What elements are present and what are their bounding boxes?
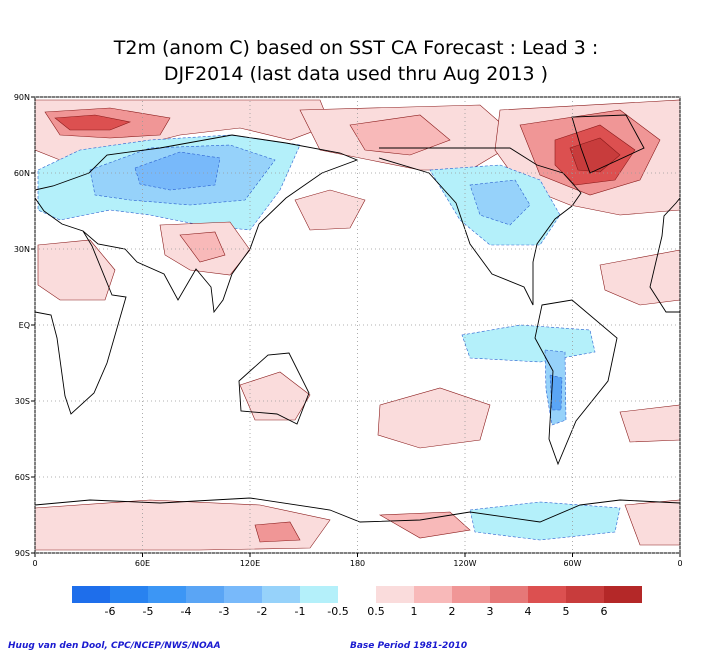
lat-tick-label: 30N [14,245,30,254]
coastline [34,497,681,523]
colorbar-label: 6 [601,605,608,618]
anomaly-region [239,371,311,421]
coastlines [34,114,681,523]
coastline [378,147,582,306]
colorbar-box [110,586,148,603]
colorbar-label: -0.5 [327,605,348,618]
anomaly-region [461,324,596,363]
colorbar-label: 4 [525,605,532,618]
colorbar-box [186,586,224,603]
colorbar-label: -3 [219,605,230,618]
colorbar-box [72,586,110,603]
colorbar-label: -1 [295,605,306,618]
lon-tick-label: 60W [563,559,581,568]
colorbar-box [376,586,414,603]
credit: Huug van den Dool, CPC/NCEP/NWS/NOAA [8,641,221,650]
anomaly-region [619,404,681,443]
graticule: 0 60E 120E 180 120W 60W 0 90N 60N 30N EQ 30S 60S 90S [14,93,683,568]
anomaly-region [469,501,621,541]
coastline [534,299,618,466]
anomaly-region [54,114,132,131]
coastline [238,352,310,425]
colorbar-label: -4 [181,605,192,618]
colorbar-box [452,586,490,603]
anomaly-region [599,249,681,306]
colorbar-box [262,586,300,603]
colorbar-box [566,586,604,603]
lat-tick-label: 30S [15,397,30,406]
colorbar-label: 3 [487,605,494,618]
anomaly-region [134,151,221,191]
coastline [649,197,681,313]
coastline [34,134,359,314]
lat-tick-label: 90N [14,93,30,102]
lon-tick-label: 120W [453,559,476,568]
anomaly-field [34,99,681,551]
anomaly-region [179,231,226,263]
lon-tick-label: 120E [240,559,260,568]
anomaly-region [469,179,531,226]
colorbar-label: -6 [105,605,116,618]
anomaly-region [254,521,301,543]
lon-tick-label: 180 [350,559,365,568]
colorbar-box [300,586,338,603]
lat-tick-label: EQ [19,321,30,330]
colorbar-label: 1 [411,605,418,618]
colorbar-label: 5 [563,605,570,618]
lat-tick-label: 60N [14,169,30,178]
colorbar-box [490,586,528,603]
anomaly-region [349,114,451,156]
coastline [34,230,127,415]
anomaly-region [34,499,331,551]
colorbar-box [148,586,186,603]
colorbar-box [224,586,262,603]
title-line: T2m (anom C) based on SST CA Forecast : … [113,37,599,59]
lat-tick-label: 60S [15,473,30,482]
colorbar-label: 2 [449,605,456,618]
coastline [571,114,645,174]
colorbar-label: -5 [143,605,154,618]
lon-tick-label: 0 [677,559,682,568]
colorbar-box [604,586,642,603]
colorbar-label: -2 [257,605,268,618]
anomaly-region [294,189,366,231]
base-period: Base Period 1981-2010 [350,641,467,650]
anomaly-region [377,387,491,449]
title-line: DJF2014 (last data used thru Aug 2013 ) [164,63,548,85]
anomaly-region [378,511,471,539]
colorbar-label: 0.5 [367,605,385,618]
lon-tick-label: 0 [32,559,37,568]
anomaly-region [624,499,681,546]
colorbar-box [528,586,566,603]
lat-tick-label: 90S [15,549,30,558]
colorbar-box [414,586,452,603]
colorbar: -6 -5 -4 -3 -2 -1 -0.5 0.5 1 2 3 4 5 6 [72,586,642,618]
colorbar-box [338,586,376,603]
lon-tick-label: 60E [135,559,150,568]
